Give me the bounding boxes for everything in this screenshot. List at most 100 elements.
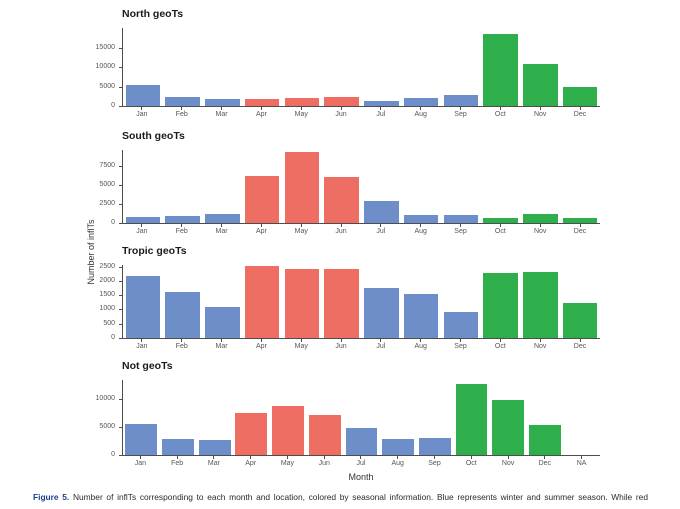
x-tick-mark [581,456,583,459]
bar-slot [560,150,600,223]
x-tick-mark [141,339,143,342]
bar-slot [123,28,163,106]
bar-slot [163,150,203,223]
x-tick-label: Jun [335,111,347,118]
x-tick-mark [340,339,342,342]
bar-slot [322,150,362,223]
bar-may [284,98,320,106]
bar-sep [418,438,451,455]
y-tick-mark [119,455,122,456]
bar-jun [324,269,359,338]
x-tick-label: Dec [573,228,587,235]
bar-slot [123,150,163,223]
x-tick-label: Aug [414,228,427,235]
bar-aug [403,293,439,338]
y-tick-label: 10000 [95,63,115,71]
bar-slot [242,150,282,223]
y-tick-mark [119,165,122,167]
x-tick-label: Aug [414,111,427,118]
chart-south-geots: South geoTs 0 2500 5000 7500 Jan Feb Mar Apr Ma… [0,130,600,236]
y-tick-mark [119,86,122,88]
x-tick-label: Mar [215,111,228,118]
x-tick-mark [380,107,382,110]
bar-slot [521,150,561,223]
x-tick-mark [420,224,422,227]
x-tick-label: Jan [136,111,148,118]
bar-jan [125,276,161,338]
bar-may [284,269,320,338]
x-tick-mark [420,339,422,342]
x-tick-label: Feb [175,343,188,350]
x-tick-mark [260,339,262,342]
bar-slot [441,28,481,106]
bar-feb [165,96,200,106]
bar-slot [242,265,282,338]
x-tick-mark [499,107,501,110]
x-tick-label: Mar [215,343,228,350]
x-tick-label: Oct [494,343,506,350]
x-tick-label: Jun [335,343,347,350]
y-tick-mark [119,48,122,50]
figure-caption-text: Number of inflTs corresponding to each m… [69,492,648,502]
x-tick-mark [579,224,581,227]
bar-slot [481,265,521,338]
x-tick-mark [507,456,509,459]
x-axis: Jan Feb Mar Apr May Jun Jul Aug Sep Oct Nov Dec NA [122,456,600,468]
y-tick-label: 2500 [99,262,115,270]
bar-slot [441,265,481,338]
bar-slot [270,380,307,455]
y-tick-label: 500 [103,319,115,327]
bar-slot [441,150,481,223]
bar-mar [205,99,240,106]
bar-slot [203,265,243,338]
x-tick-label: Aug [414,343,427,350]
bar-sep [443,95,479,106]
chart-title: North geoTs [122,8,184,20]
x-tick-mark [181,339,183,342]
bar-slot [362,265,402,338]
x-tick-label: Feb [171,460,184,467]
x-tick-label: Jul [356,460,366,467]
x-tick-label: Jan [134,460,147,467]
y-tick-mark [119,338,122,339]
y-tick-label: 1500 [99,291,115,299]
bar-slot [560,265,600,338]
bar-slot [521,28,561,106]
bar-slot [282,265,322,338]
x-tick-mark [176,456,178,459]
bar-sep [443,311,479,338]
bar-mar [198,439,231,455]
x-tick-label: NA [576,460,587,467]
x-tick-mark [360,456,362,459]
bar-jan [125,423,158,455]
y-tick-mark [119,106,122,107]
x-tick-mark [181,224,183,227]
y-tick-mark [119,67,122,69]
y-tick-mark [119,309,122,311]
y-axis: 0 5000 10000 15000 [0,28,122,109]
x-tick-mark [300,224,302,227]
x-tick-label: Jun [335,228,347,235]
x-axis: Jan Feb Mar Apr May Jun Jul Aug Sep Oct Nov Dec [122,224,600,236]
bar-jan [125,216,161,223]
x-tick-label: Aug [391,460,404,467]
x-tick-label: Apr [255,343,267,350]
bar-slot [123,265,163,338]
x-tick-mark [470,456,472,459]
x-tick-mark [539,107,541,110]
bar-slot [123,380,160,455]
y-axis: 0 5000 10000 [0,380,122,458]
bar-slot [453,380,490,455]
x-tick-mark [579,339,581,342]
x-tick-label: Dec [573,111,587,118]
plot-area [122,28,600,107]
bar-aug [403,98,439,106]
bar-dec [562,87,598,106]
x-tick-mark [141,107,143,110]
bars [123,28,600,106]
y-tick-mark [119,204,122,205]
y-tick-label: 0 [111,102,115,109]
x-tick-label: Apr [245,460,257,467]
x-tick-mark [579,107,581,110]
y-tick-label: 5000 [99,423,115,431]
